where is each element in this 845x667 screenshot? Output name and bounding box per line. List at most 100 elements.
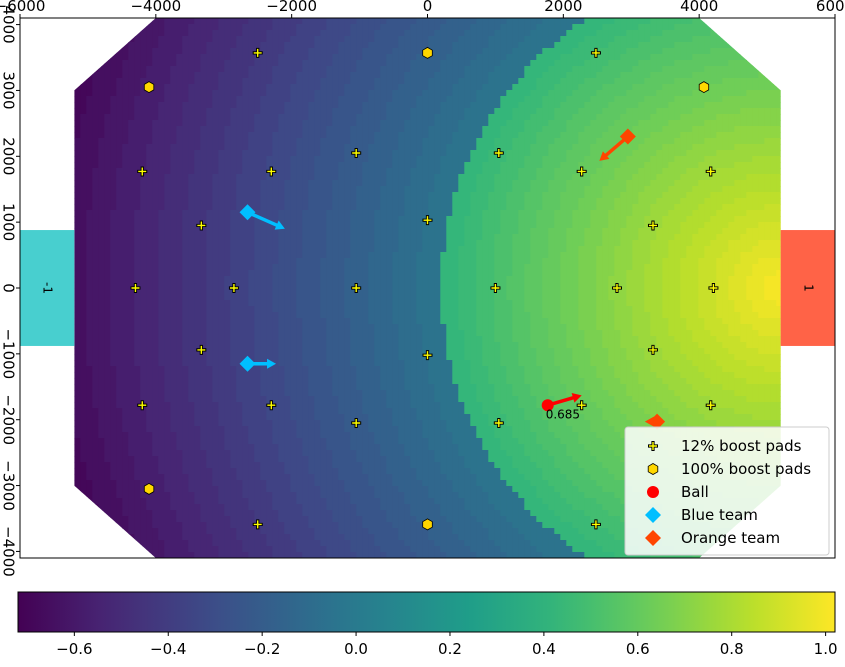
heatmap-cell	[326, 48, 333, 55]
heatmap-cell	[218, 54, 225, 61]
heatmap-cell	[536, 210, 543, 217]
heatmap-cell	[320, 126, 327, 133]
heatmap-cell	[458, 30, 465, 37]
heatmap-cell	[98, 216, 105, 223]
heatmap-cell	[692, 186, 699, 193]
heatmap-cell	[86, 258, 93, 265]
heatmap-cell	[446, 156, 453, 163]
heatmap-cell	[122, 144, 129, 151]
heatmap-cell	[380, 60, 387, 67]
heatmap-cell	[464, 234, 471, 241]
heatmap-cell	[272, 186, 279, 193]
heatmap-cell	[308, 186, 315, 193]
heatmap-cell	[218, 126, 225, 133]
heatmap-cell	[260, 42, 267, 49]
heatmap-cell	[494, 180, 501, 187]
heatmap-cell	[470, 216, 477, 223]
heatmap-cell	[182, 102, 189, 109]
heatmap-cell	[326, 36, 333, 43]
heatmap-cell	[308, 72, 315, 79]
heatmap-cell	[278, 270, 285, 277]
heatmap-cell	[500, 66, 507, 73]
heatmap-cell	[86, 24, 93, 31]
heatmap-cell	[542, 96, 549, 103]
heatmap-cell	[320, 66, 327, 73]
heatmap-cell	[674, 126, 681, 133]
heatmap-cell	[200, 270, 207, 277]
heatmap-cell	[488, 198, 495, 205]
heatmap-cell	[146, 18, 153, 25]
heatmap-cell	[476, 198, 483, 205]
heatmap-cell	[614, 132, 621, 139]
heatmap-cell	[440, 54, 447, 61]
heatmap-cell	[320, 42, 327, 49]
heatmap-cell	[422, 72, 429, 79]
heatmap-cell	[638, 180, 645, 187]
heatmap-cell	[302, 192, 309, 199]
heatmap-cell	[632, 228, 639, 235]
heatmap-cell	[536, 156, 543, 163]
heatmap-cell	[422, 18, 429, 25]
heatmap-cell	[260, 114, 267, 121]
heatmap-cell	[398, 108, 405, 115]
heatmap-cell	[656, 66, 663, 73]
heatmap-cell	[602, 132, 609, 139]
heatmap-cell	[608, 60, 615, 67]
heatmap-cell	[404, 108, 411, 115]
heatmap-cell	[422, 114, 429, 121]
heatmap-cell	[326, 138, 333, 145]
heatmap-cell	[326, 246, 333, 253]
heatmap-cell	[362, 108, 369, 115]
heatmap-cell	[458, 150, 465, 157]
heatmap-cell	[698, 24, 705, 31]
heatmap-cell	[752, 42, 759, 49]
heatmap-cell	[548, 150, 555, 157]
heatmap-cell	[188, 102, 195, 109]
heatmap-cell	[602, 210, 609, 217]
heatmap-cell	[146, 36, 153, 43]
heatmap-cell	[302, 126, 309, 133]
heatmap-cell	[536, 120, 543, 127]
heatmap-cell	[146, 240, 153, 247]
heatmap-cell	[230, 210, 237, 217]
heatmap-cell	[266, 72, 273, 79]
heatmap-cell	[596, 216, 603, 223]
heatmap-cell	[572, 120, 579, 127]
heatmap-cell	[584, 42, 591, 49]
heatmap-cell	[602, 18, 609, 25]
heatmap-cell	[110, 84, 117, 91]
heatmap-cell	[734, 72, 741, 79]
heatmap-cell	[530, 186, 537, 193]
heatmap-cell	[146, 216, 153, 223]
heatmap-cell	[434, 126, 441, 133]
heatmap-cell	[188, 18, 195, 25]
heatmap-cell	[374, 36, 381, 43]
heatmap-cell	[470, 48, 477, 55]
heatmap-cell	[656, 246, 663, 253]
heatmap-cell	[686, 30, 693, 37]
heatmap-cell	[224, 234, 231, 241]
heatmap-cell	[518, 138, 525, 145]
heatmap-cell	[734, 102, 741, 109]
heatmap-cell	[134, 150, 141, 157]
heatmap-cell	[356, 174, 363, 181]
heatmap-cell	[182, 168, 189, 175]
heatmap-cell	[746, 90, 753, 97]
heatmap-cell	[518, 168, 525, 175]
heatmap-cell	[710, 114, 717, 121]
heatmap-cell	[644, 72, 651, 79]
heatmap-cell	[488, 240, 495, 247]
heatmap-cell	[734, 138, 741, 145]
heatmap-cell	[314, 270, 321, 277]
heatmap-cell	[494, 84, 501, 91]
heatmap-cell	[338, 180, 345, 187]
heatmap-cell	[134, 180, 141, 187]
heatmap-cell	[296, 66, 303, 73]
heatmap-cell	[104, 174, 111, 181]
heatmap-cell	[296, 252, 303, 259]
heatmap-cell	[614, 252, 621, 259]
heatmap-cell	[230, 30, 237, 37]
heatmap-cell	[674, 198, 681, 205]
heatmap-cell	[404, 60, 411, 67]
heatmap-cell	[704, 78, 711, 85]
